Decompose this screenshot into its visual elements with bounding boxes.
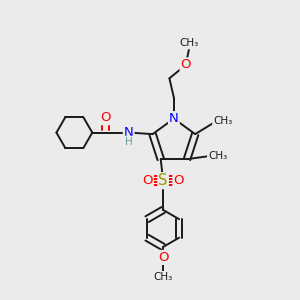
Text: CH₃: CH₃ [154,272,173,282]
Text: CH₃: CH₃ [213,116,232,126]
Text: H: H [125,136,133,147]
Text: N: N [169,112,179,125]
Text: O: O [158,251,168,264]
Text: CH₃: CH₃ [208,151,227,161]
Text: S: S [158,173,168,188]
Text: O: O [142,174,153,187]
Text: N: N [124,126,134,139]
Text: CH₃: CH₃ [179,38,198,48]
Text: O: O [181,58,191,71]
Text: O: O [173,174,184,187]
Text: O: O [100,111,111,124]
